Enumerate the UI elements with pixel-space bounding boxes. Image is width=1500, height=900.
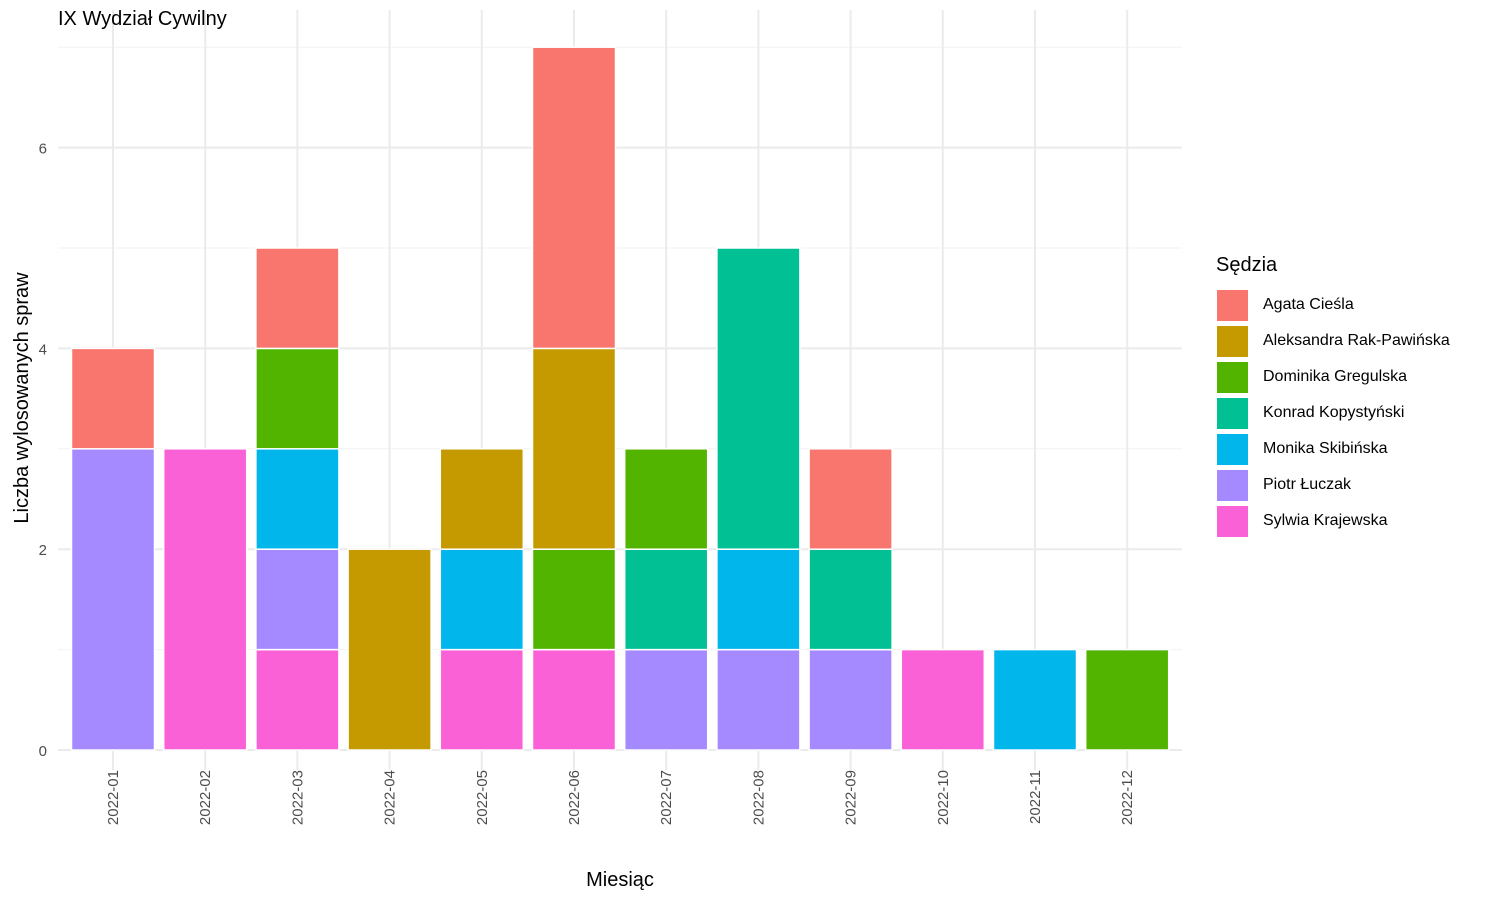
legend: Sędzia Agata Cieśla Aleksandra Rak-Pawińs… — [1216, 254, 1450, 539]
legend-item: Piotr Łuczak — [1216, 467, 1450, 503]
x-tick-label: 2022-12 — [1119, 770, 1136, 825]
legend-swatch — [1216, 432, 1249, 466]
bar-segment — [623, 448, 709, 550]
bar-segment — [439, 448, 525, 550]
legend-swatch — [1216, 288, 1249, 322]
bar-segment — [900, 648, 986, 751]
bar-segment — [716, 247, 801, 550]
x-tick-label: 2022-01 — [105, 770, 122, 825]
bar-segment — [992, 648, 1078, 751]
x-tick-label: 2022-06 — [566, 770, 583, 825]
bar-segment — [808, 448, 893, 550]
x-tick-label: 2022-02 — [197, 770, 214, 825]
y-tick-label: 2 — [39, 542, 47, 559]
x-tick-label: 2022-10 — [935, 770, 952, 825]
bar-segment — [531, 648, 617, 751]
bar-segment — [255, 347, 340, 450]
x-tick-label: 2022-05 — [474, 770, 491, 825]
legend-item: Dominika Gregulska — [1216, 359, 1450, 395]
bar-segment — [162, 448, 248, 751]
bar-segment — [70, 347, 156, 450]
legend-label: Konrad Kopystyński — [1263, 404, 1405, 421]
bar-segment — [808, 648, 893, 751]
x-tick-label: 2022-09 — [843, 770, 860, 825]
legend-label: Piotr Łuczak — [1263, 476, 1352, 493]
bar-segment — [439, 648, 525, 751]
bar-segment — [255, 548, 340, 651]
legend-item: Aleksandra Rak-Pawińska — [1216, 323, 1450, 359]
legend-items: Agata Cieśla Aleksandra Rak-Pawińska Domin… — [1216, 287, 1450, 539]
legend-label: Dominika Gregulska — [1263, 368, 1408, 385]
legend-label: Agata Cieśla — [1263, 296, 1354, 313]
legend-label: Sylwia Krajewska — [1263, 512, 1388, 529]
bar-segment — [255, 247, 340, 350]
bar-segment — [716, 648, 801, 751]
y-axis-title: Liczba wylosowanych spraw — [11, 272, 33, 524]
legend-swatch — [1216, 360, 1249, 394]
bar-segment — [439, 548, 525, 651]
legend-label: Monika Skibińska — [1263, 440, 1388, 457]
x-tick-label: 2022-07 — [658, 770, 675, 825]
legend-item: Agata Cieśla — [1216, 287, 1450, 323]
y-tick-label: 4 — [39, 341, 47, 358]
bar-segment — [808, 548, 893, 651]
x-tick-label: 2022-11 — [1027, 770, 1044, 824]
y-tick-label: 6 — [39, 141, 47, 158]
bar-segment — [255, 448, 340, 550]
bar-segment — [531, 46, 617, 350]
bar-segment — [531, 347, 617, 550]
bar-segment — [255, 648, 340, 751]
bar-segment — [1084, 648, 1170, 751]
x-tick-label: 2022-04 — [382, 770, 399, 825]
legend-swatch — [1216, 504, 1249, 538]
bar-segment — [347, 548, 432, 751]
x-tick-label: 2022-08 — [750, 770, 767, 825]
legend-item: Sylwia Krajewska — [1216, 503, 1450, 539]
bar-segment — [623, 548, 709, 651]
legend-swatch — [1216, 396, 1249, 430]
x-tick-label: 2022-03 — [289, 770, 306, 825]
legend-swatch — [1216, 324, 1249, 358]
legend-label: Aleksandra Rak-Pawińska — [1263, 332, 1450, 349]
x-axis-title: Miesiąc — [586, 869, 654, 891]
legend-swatch — [1216, 468, 1249, 502]
legend-title: Sędzia — [1216, 254, 1278, 276]
legend-item: Konrad Kopystyński — [1216, 395, 1450, 431]
bar-segment — [623, 648, 709, 751]
bar-segment — [70, 448, 156, 751]
bar-segment — [531, 548, 617, 651]
chart-title: IX Wydział Cywilny — [58, 8, 227, 30]
y-tick-label: 0 — [39, 743, 47, 760]
bar-segment — [716, 548, 801, 651]
legend-item: Monika Skibińska — [1216, 431, 1450, 467]
